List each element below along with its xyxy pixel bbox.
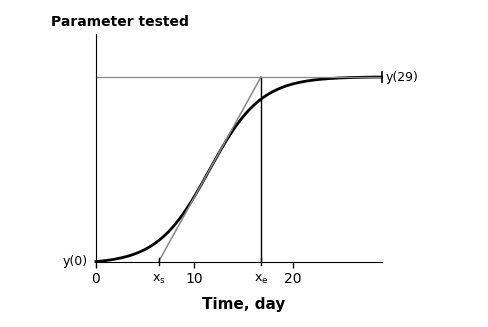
Text: $\mathregular{x_s}$: $\mathregular{x_s}$ <box>151 273 165 286</box>
X-axis label: Time, day: Time, day <box>202 297 285 312</box>
Text: $\mathregular{x_e}$: $\mathregular{x_e}$ <box>253 273 267 286</box>
Text: Parameter tested: Parameter tested <box>51 15 189 29</box>
Text: y(29): y(29) <box>385 71 418 83</box>
Text: y(0): y(0) <box>63 255 88 268</box>
